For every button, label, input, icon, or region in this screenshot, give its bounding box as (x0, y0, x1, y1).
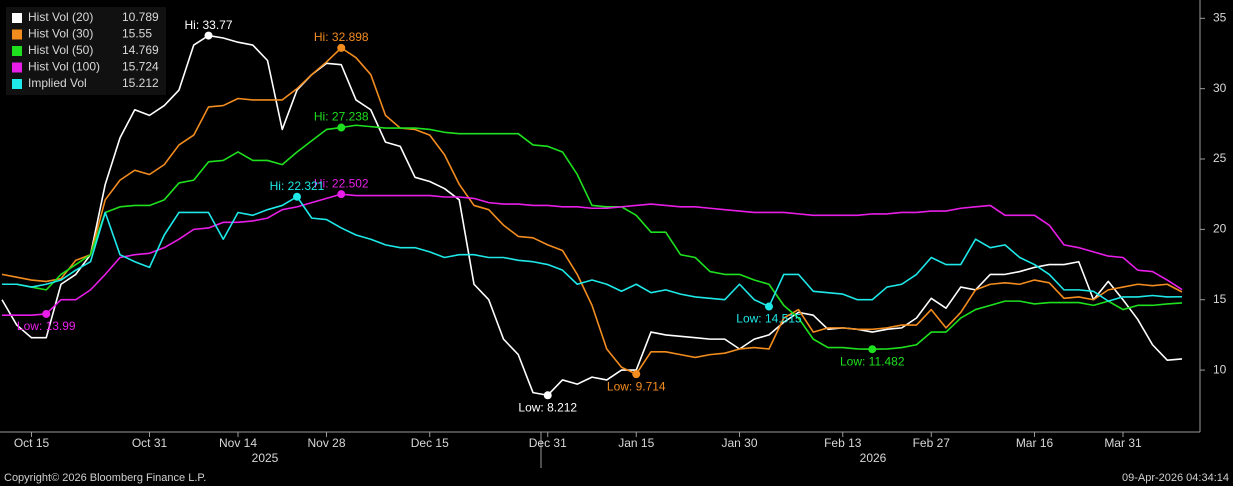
year-label: 2025 (252, 451, 279, 465)
extreme-label: Low: 9.714 (607, 379, 666, 393)
legend-box (6, 7, 166, 95)
legend-swatch (12, 79, 22, 89)
legend-name: Hist Vol (20) (28, 10, 93, 24)
year-label: 2026 (860, 451, 887, 465)
extreme-dot (337, 123, 346, 132)
extreme-dot (293, 192, 301, 201)
legend-value: 14.769 (122, 43, 159, 57)
x-tick-label: Dec 15 (411, 436, 449, 450)
legend-swatch (12, 29, 22, 40)
legend-swatch (12, 46, 22, 56)
extreme-dot (543, 391, 552, 400)
x-tick-label: Oct 31 (132, 436, 168, 450)
x-tick-label: Dec 31 (529, 436, 567, 450)
extreme-dot (337, 43, 346, 52)
extreme-label: Hi: 22.321 (270, 179, 325, 193)
x-tick-label: Mar 16 (1016, 436, 1054, 450)
legend-swatch (12, 62, 22, 73)
y-tick-label: 30 (1213, 81, 1227, 95)
x-tick-label: Feb 27 (913, 436, 951, 450)
extreme-label: Low: 13.99 (17, 319, 76, 333)
legend-name: Implied Vol (28, 76, 87, 90)
extreme-label: Hi: 32.898 (314, 30, 369, 44)
extreme-dot (765, 302, 773, 311)
x-tick-label: Nov 14 (219, 436, 257, 450)
y-tick-label: 10 (1213, 362, 1227, 376)
y-tick-label: 35 (1213, 10, 1227, 24)
extreme-label: Low: 11.482 (840, 354, 905, 368)
x-tick-label: Mar 31 (1104, 436, 1142, 450)
extreme-dot (337, 190, 346, 199)
timestamp: 09-Apr-2026 04:34:14 (1122, 472, 1229, 484)
x-tick-label: Feb 13 (824, 436, 862, 450)
y-tick-label: 25 (1213, 151, 1227, 165)
x-tick-label: Nov 28 (307, 436, 345, 450)
x-tick-label: Oct 15 (14, 436, 50, 450)
extreme-label: Hi: 33.77 (184, 18, 232, 32)
series-line (1, 47, 1183, 375)
legend-name: Hist Vol (100) (28, 60, 100, 74)
series-line (1, 34, 1183, 397)
extreme-dot (868, 345, 877, 354)
extreme-dot (204, 31, 213, 40)
extreme-dot (632, 370, 641, 379)
series-line (2, 193, 1183, 317)
extreme-label: Low: 8.212 (518, 400, 577, 414)
legend-value: 15.55 (122, 27, 152, 41)
extreme-label: Low: 14.515 (736, 312, 802, 326)
legend: Hist Vol (20) 10.789 Hist Vol (30) 15.55 His… (6, 7, 166, 95)
extreme-label: Hi: 27.238 (314, 110, 369, 124)
extreme-label: Hi: 22.502 (314, 176, 369, 190)
y-tick-label: 15 (1213, 292, 1227, 306)
series-line (2, 195, 1183, 308)
legend-name: Hist Vol (50) (28, 43, 93, 57)
x-tick-label: Jan 15 (618, 436, 654, 450)
extreme-dot (42, 309, 51, 318)
legend-swatch (12, 13, 22, 23)
legend-value: 15.212 (122, 76, 159, 90)
x-tick-label: Jan 30 (721, 436, 757, 450)
legend-name: Hist Vol (30) (28, 27, 93, 41)
y-tick-label: 20 (1213, 222, 1227, 236)
legend-value: 10.789 (122, 10, 159, 24)
legend-value: 15.724 (122, 60, 159, 74)
series-line (2, 124, 1183, 351)
copyright: Copyright© 2026 Bloomberg Finance L.P. (4, 472, 206, 484)
